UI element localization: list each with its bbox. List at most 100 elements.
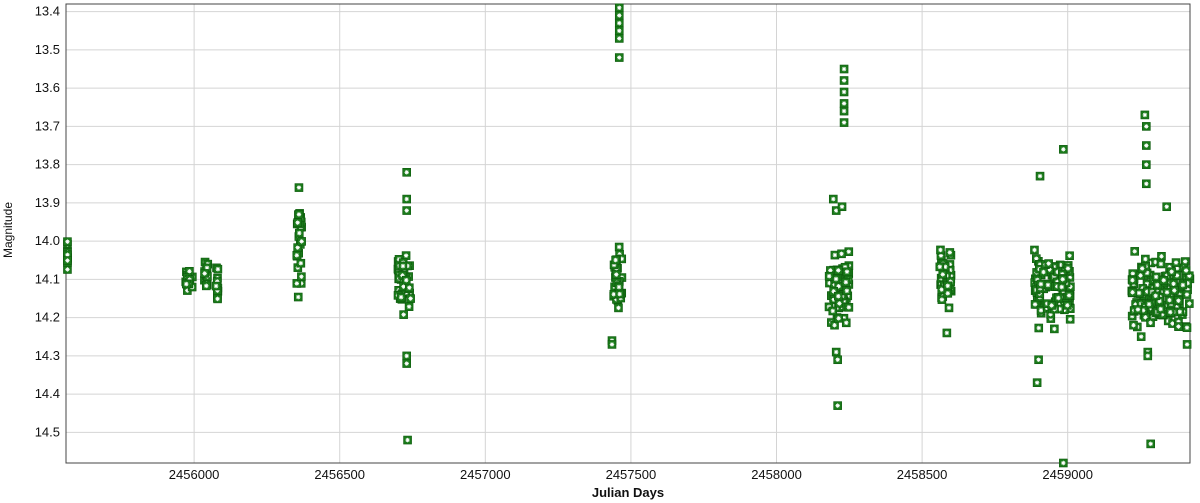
data-point bbox=[402, 168, 411, 177]
data-point bbox=[842, 286, 852, 296]
x-tick-label: 2458000 bbox=[751, 467, 802, 482]
x-tick-label: 2456000 bbox=[169, 467, 220, 482]
data-point bbox=[292, 279, 302, 288]
data-point bbox=[1036, 279, 1046, 289]
data-point bbox=[614, 34, 624, 43]
data-point bbox=[399, 310, 408, 319]
data-point bbox=[839, 64, 849, 74]
data-point bbox=[1165, 307, 1175, 317]
data-point bbox=[1162, 287, 1172, 297]
data-point bbox=[1030, 245, 1039, 255]
tick-labels: 2456000 2456500 2457000 2457500 2458000 24585… bbox=[35, 4, 1093, 482]
data-point bbox=[292, 250, 302, 260]
data-point bbox=[398, 261, 408, 271]
data-point bbox=[1054, 293, 1063, 303]
data-point bbox=[1129, 320, 1138, 330]
data-point bbox=[936, 245, 945, 255]
data-point bbox=[401, 275, 411, 285]
data-point bbox=[945, 248, 955, 257]
data-point bbox=[1167, 267, 1176, 276]
data-point bbox=[1182, 340, 1192, 349]
data-point bbox=[614, 3, 624, 13]
data-point bbox=[943, 289, 953, 298]
data-point bbox=[611, 255, 620, 265]
data-point bbox=[841, 277, 851, 287]
data-point bbox=[1063, 301, 1072, 310]
data-point bbox=[938, 270, 948, 279]
data-point bbox=[839, 87, 849, 97]
data-point bbox=[1156, 259, 1166, 269]
data-point bbox=[293, 218, 302, 227]
data-point bbox=[1142, 122, 1151, 131]
y-tick-label: 14.4 bbox=[35, 386, 60, 401]
data-point bbox=[1144, 299, 1154, 309]
data-point bbox=[1174, 322, 1183, 331]
data-point bbox=[614, 18, 624, 28]
data-point bbox=[942, 328, 952, 338]
data-point bbox=[831, 347, 841, 357]
data-point bbox=[1032, 378, 1042, 387]
data-point bbox=[1050, 324, 1059, 334]
data-point bbox=[1142, 141, 1151, 150]
data-point bbox=[839, 76, 849, 85]
data-point bbox=[294, 183, 304, 192]
data-point bbox=[1146, 439, 1155, 449]
data-point bbox=[1044, 259, 1053, 268]
data-point bbox=[833, 355, 842, 365]
data-point bbox=[402, 194, 411, 204]
data-point bbox=[1181, 266, 1191, 275]
data-point bbox=[1151, 291, 1160, 301]
data-point bbox=[833, 291, 843, 301]
data-point bbox=[1136, 332, 1146, 341]
x-tick-label: 2457500 bbox=[606, 467, 657, 482]
y-tick-label: 13.5 bbox=[35, 42, 60, 57]
plot-frame bbox=[65, 3, 1191, 464]
data-point bbox=[1058, 274, 1068, 284]
y-tick-label: 14.3 bbox=[35, 348, 60, 363]
data-point bbox=[1165, 295, 1174, 305]
data-point bbox=[828, 194, 838, 204]
data-point bbox=[213, 294, 222, 304]
data-point bbox=[1063, 264, 1073, 273]
y-tick-label: 13.9 bbox=[35, 195, 60, 210]
data-point bbox=[1143, 351, 1153, 361]
data-point bbox=[294, 228, 304, 238]
data-point bbox=[1035, 171, 1045, 181]
y-tick-label: 13.8 bbox=[35, 157, 60, 172]
data-point bbox=[1128, 275, 1137, 285]
data-point bbox=[944, 303, 954, 313]
data-point bbox=[1034, 323, 1044, 333]
data-point bbox=[1169, 286, 1179, 295]
x-tick-label: 2458500 bbox=[897, 467, 948, 482]
data-point bbox=[63, 265, 72, 274]
data-point bbox=[1156, 304, 1166, 314]
data-point bbox=[839, 118, 849, 127]
data-point bbox=[841, 318, 851, 328]
data-point bbox=[297, 237, 306, 246]
data-point bbox=[1146, 318, 1155, 328]
data-point bbox=[1039, 267, 1048, 277]
data-point bbox=[211, 281, 221, 291]
data-point bbox=[1151, 272, 1161, 282]
data-point bbox=[935, 262, 945, 272]
data-point bbox=[614, 53, 624, 62]
data-point bbox=[839, 106, 849, 116]
data-point bbox=[1133, 305, 1143, 314]
data-point bbox=[294, 210, 304, 219]
data-point bbox=[833, 401, 842, 410]
data-point bbox=[406, 294, 415, 303]
x-axis-title: Julian Days bbox=[592, 485, 664, 500]
data-point bbox=[1159, 275, 1169, 285]
data-point bbox=[828, 306, 838, 316]
data-point bbox=[607, 340, 617, 349]
data-point bbox=[943, 281, 953, 291]
data-point bbox=[404, 302, 414, 311]
data-point bbox=[1065, 314, 1075, 324]
data-point bbox=[844, 303, 854, 312]
data-point bbox=[213, 264, 223, 274]
data-point bbox=[614, 11, 624, 20]
data-point bbox=[1059, 145, 1068, 154]
data-point bbox=[1130, 247, 1140, 256]
data-point bbox=[1047, 301, 1056, 310]
